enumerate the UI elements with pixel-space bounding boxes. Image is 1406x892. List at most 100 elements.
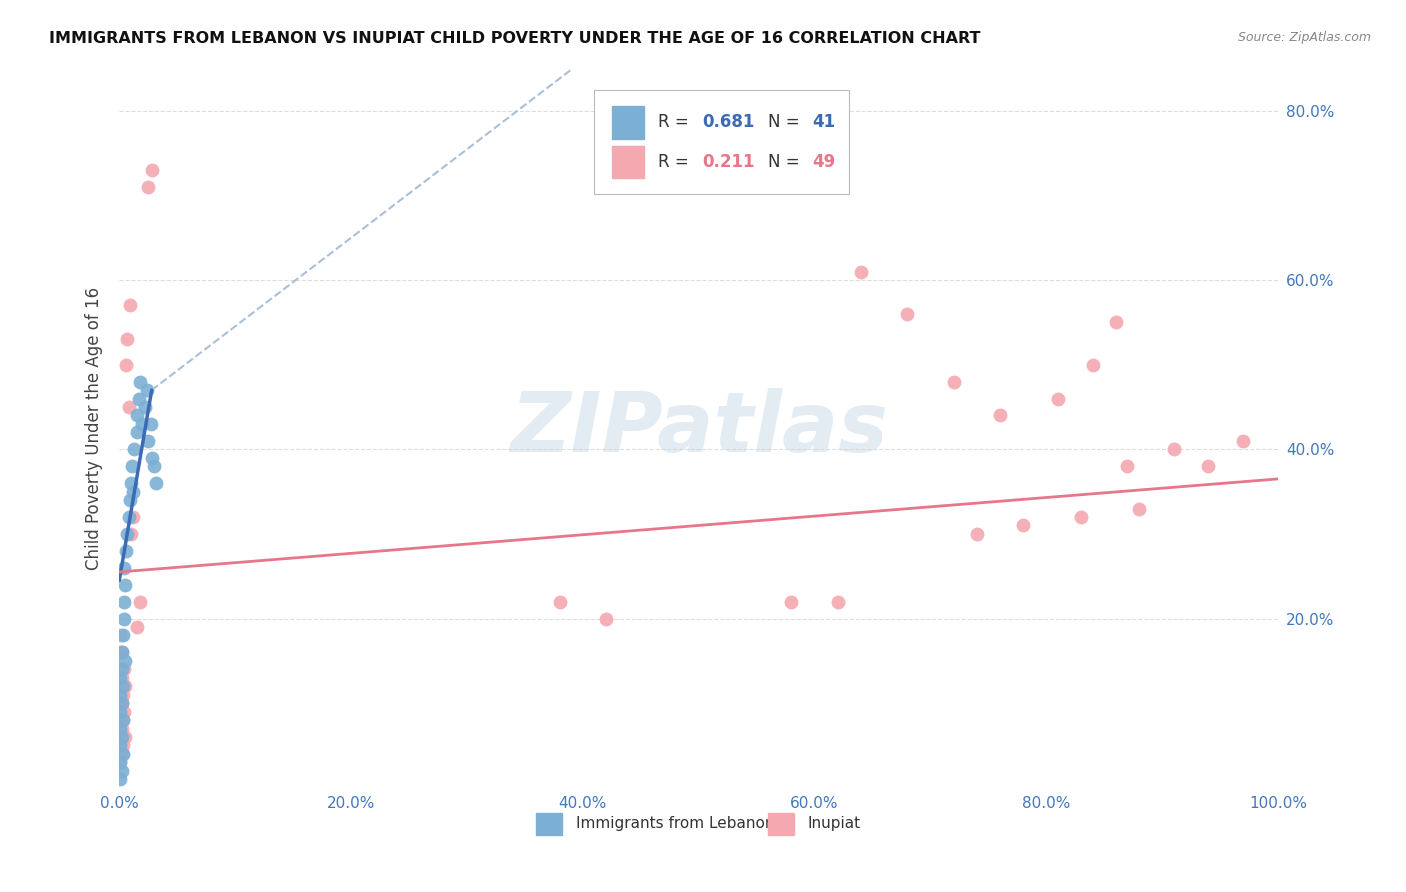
Point <box>110 662 132 676</box>
Point <box>136 383 159 397</box>
Point <box>114 654 136 668</box>
Text: N =: N = <box>768 113 806 131</box>
Point <box>110 628 132 642</box>
Point <box>110 739 132 753</box>
Point <box>121 459 143 474</box>
Point <box>111 679 134 693</box>
Point <box>118 493 141 508</box>
FancyBboxPatch shape <box>595 90 849 194</box>
Point <box>122 484 145 499</box>
Point <box>1081 358 1104 372</box>
Point <box>143 459 166 474</box>
Text: Immigrants from Lebanon: Immigrants from Lebanon <box>576 816 775 831</box>
Text: ZIPatlas: ZIPatlas <box>509 388 887 468</box>
Point <box>1012 518 1035 533</box>
Point <box>141 450 163 465</box>
Point <box>134 400 156 414</box>
Bar <box>536 813 562 835</box>
Text: Source: ZipAtlas.com: Source: ZipAtlas.com <box>1237 31 1371 45</box>
Y-axis label: Child Poverty Under the Age of 16: Child Poverty Under the Age of 16 <box>86 286 103 570</box>
Point <box>111 628 134 642</box>
Point <box>1046 392 1069 406</box>
Point <box>112 611 135 625</box>
Text: N =: N = <box>768 153 806 171</box>
Point <box>966 527 988 541</box>
Point <box>1070 510 1092 524</box>
Point <box>114 577 136 591</box>
Point <box>125 425 148 440</box>
Point <box>139 417 162 431</box>
Point <box>1116 459 1139 474</box>
Point <box>129 375 152 389</box>
Point <box>125 620 148 634</box>
Point <box>110 696 132 710</box>
Point <box>115 544 138 558</box>
Bar <box>612 106 644 138</box>
Point <box>111 713 134 727</box>
Point <box>110 696 132 710</box>
Point <box>110 645 132 659</box>
Point <box>112 705 135 719</box>
Point <box>114 730 136 744</box>
Point <box>112 560 135 574</box>
Text: Inupiat: Inupiat <box>807 816 860 831</box>
Point <box>548 594 571 608</box>
Point <box>110 756 132 770</box>
Point <box>145 476 167 491</box>
Point <box>141 163 163 178</box>
Text: R =: R = <box>658 113 695 131</box>
Point <box>1197 459 1219 474</box>
Point <box>111 739 134 753</box>
Bar <box>768 813 793 835</box>
Point <box>122 510 145 524</box>
Point <box>120 476 142 491</box>
Point <box>115 358 138 372</box>
Point <box>110 730 132 744</box>
Point <box>1105 315 1128 329</box>
Point <box>136 180 159 194</box>
Point <box>110 645 132 659</box>
Point <box>125 409 148 423</box>
Point <box>117 510 139 524</box>
Point <box>110 662 132 676</box>
Point <box>110 747 132 761</box>
Point <box>111 713 134 727</box>
Point <box>849 264 872 278</box>
Text: R =: R = <box>658 153 695 171</box>
Text: 0.211: 0.211 <box>702 153 755 171</box>
Point <box>1128 501 1150 516</box>
Point <box>110 645 132 659</box>
Point <box>780 594 803 608</box>
Point <box>111 688 134 702</box>
Bar <box>612 145 644 178</box>
Point <box>128 392 150 406</box>
Point <box>110 713 132 727</box>
Point <box>595 611 617 625</box>
Point <box>988 409 1011 423</box>
Text: 49: 49 <box>813 153 835 171</box>
Point <box>110 705 132 719</box>
Point <box>117 527 139 541</box>
Point <box>117 332 139 346</box>
Point <box>112 662 135 676</box>
Text: 0.681: 0.681 <box>702 113 755 131</box>
Point <box>110 688 132 702</box>
Point <box>110 730 132 744</box>
Point <box>117 400 139 414</box>
Point <box>896 307 918 321</box>
Point <box>129 594 152 608</box>
Point <box>108 772 131 787</box>
Point <box>110 756 132 770</box>
Point <box>827 594 849 608</box>
Point <box>110 679 132 693</box>
Point <box>124 442 146 457</box>
Point <box>942 375 965 389</box>
Point <box>1163 442 1185 457</box>
Point <box>131 417 153 431</box>
Point <box>114 679 136 693</box>
Point <box>110 671 132 685</box>
Point <box>136 434 159 448</box>
Point <box>110 764 132 778</box>
Point <box>111 747 134 761</box>
Point <box>112 594 135 608</box>
